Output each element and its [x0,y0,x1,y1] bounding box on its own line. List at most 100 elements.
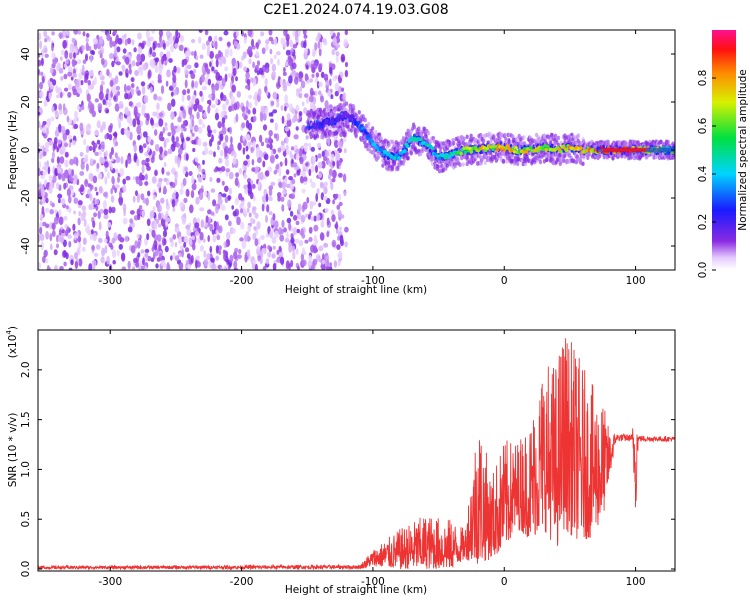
noise-cell [147,136,152,143]
noise-cell [211,104,216,109]
noise-cell [332,169,337,179]
colorbar-tick-label: 0.8 [697,70,709,87]
noise-cell [304,239,309,244]
noise-cell [247,46,253,55]
noise-cell [323,155,327,162]
ridge-halo-cell [419,132,424,137]
ridge-core-cell [514,146,518,150]
noise-cell [109,53,114,60]
noise-cell [209,245,213,254]
noise-cell [212,199,217,207]
noise-cell [339,132,343,138]
noise-cell [323,181,328,188]
noise-cell [211,134,214,142]
ridge-core-cell [405,144,410,148]
noise-cell [150,119,154,126]
noise-cell [85,53,88,62]
noise-cell [202,238,206,243]
noise-cell [95,198,100,205]
noise-cell [338,193,342,201]
noise-cell [49,233,53,242]
noise-cell [92,220,96,228]
noise-cell [133,106,138,115]
noise-cell [297,30,301,37]
ridge-halo-cell [490,157,494,162]
noise-cell [298,111,303,117]
noise-cell [78,210,81,217]
ridge-core-cell [511,147,515,151]
noise-cell [90,184,94,190]
noise-cell [38,59,42,67]
snr-scale-exp: 4 [5,330,13,335]
noise-cell [90,229,94,235]
noise-cell [243,184,248,190]
noise-cell [206,253,211,260]
noise-cell [311,73,315,79]
noise-cell [239,237,244,242]
noise-cell [44,164,48,172]
noise-cell [297,203,302,212]
noise-cell [38,32,42,41]
noise-cell [86,224,90,233]
noise-cell [56,182,60,190]
noise-cell [72,73,78,78]
colorbar-tick-label: 0.0 [697,262,709,279]
noise-cell [62,133,68,141]
noise-cell [69,158,74,166]
noise-cell [247,109,251,115]
noise-cell [243,160,248,166]
noise-cell [142,257,145,266]
noise-cell [291,62,297,70]
noise-cell [331,48,336,56]
noise-cell [192,147,196,153]
ridge-halo-cell [505,159,509,164]
noise-cell [269,230,274,239]
noise-cell [101,144,105,149]
noise-cell [160,217,166,227]
noise-cell [203,111,207,120]
noise-cell [77,87,83,95]
noise-cell [44,53,49,58]
ridge-core-cell [541,147,546,152]
noise-cell [257,237,261,246]
noise-cell [104,176,108,185]
noise-cell [90,202,94,210]
noise-cell [68,173,73,182]
noise-cell [59,265,64,270]
noise-cell [229,126,233,135]
noise-cell [343,38,349,48]
noise-cell [290,237,295,244]
noise-cell [292,43,298,49]
noise-cell [58,67,64,74]
noise-cell [336,204,341,210]
noise-cell [196,261,201,268]
ridge-halo-cell [438,169,442,174]
noise-cell [340,71,344,79]
ridge-halo-cell [436,164,440,169]
noise-cell [261,248,265,254]
noise-cell [190,190,195,199]
noise-cell [325,266,331,270]
noise-cell [288,176,293,181]
noise-cell [170,44,175,53]
noise-cell [87,188,91,195]
noise-cell [124,38,128,46]
noise-cell [218,157,223,164]
noise-cell [207,209,212,215]
noise-cell [302,201,308,210]
noise-cell [207,129,213,134]
noise-cell [248,94,253,99]
noise-cell [98,37,104,45]
noise-cell [106,32,111,42]
noise-cell [199,54,204,59]
noise-cell [232,67,237,77]
noise-cell [186,88,190,94]
noise-cell [185,153,189,161]
noise-cell [137,134,141,141]
y-tick-label: 0.5 [20,511,32,528]
snr-ylabel: SNR (10 * v/v) [7,413,19,488]
noise-cell [157,42,161,48]
noise-cell [105,109,109,114]
noise-cell [94,76,97,85]
noise-cell [269,154,275,164]
